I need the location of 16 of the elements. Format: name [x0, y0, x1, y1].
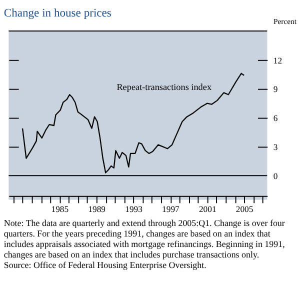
y-tick-label: 0	[273, 171, 278, 182]
chart-title: Change in house prices	[4, 6, 112, 20]
y-axis-title: Percent	[273, 16, 298, 26]
y-tick-label: 12	[273, 55, 282, 66]
source-note: Source: Office of Federal Housing Enterprise Oversight.	[4, 260, 206, 270]
y-tick-label: 6	[273, 113, 278, 124]
y-tick-label: 3	[273, 142, 278, 152]
x-tick-label: 2005	[236, 204, 254, 214]
y-tick-label: 9	[273, 84, 278, 94]
x-tick-label: 1997	[162, 204, 180, 214]
text: Note: The data are quarterly and extend through 2005:Q1. Change is over four quarters. For the years preceding 1991, changes are based on an index that includes appraisals associated with mortgage refinancings. Beginning in 1991, changes are based on an index that includes purchase transactions only.	[4, 218, 285, 260]
x-tick-label: 1985	[51, 204, 69, 214]
x-tick-label: 1989	[88, 204, 106, 214]
series-label: Repeat-transactions index	[116, 82, 212, 92]
x-tick-label: 2001	[198, 204, 216, 214]
x-tick-label: 1993	[125, 204, 142, 214]
